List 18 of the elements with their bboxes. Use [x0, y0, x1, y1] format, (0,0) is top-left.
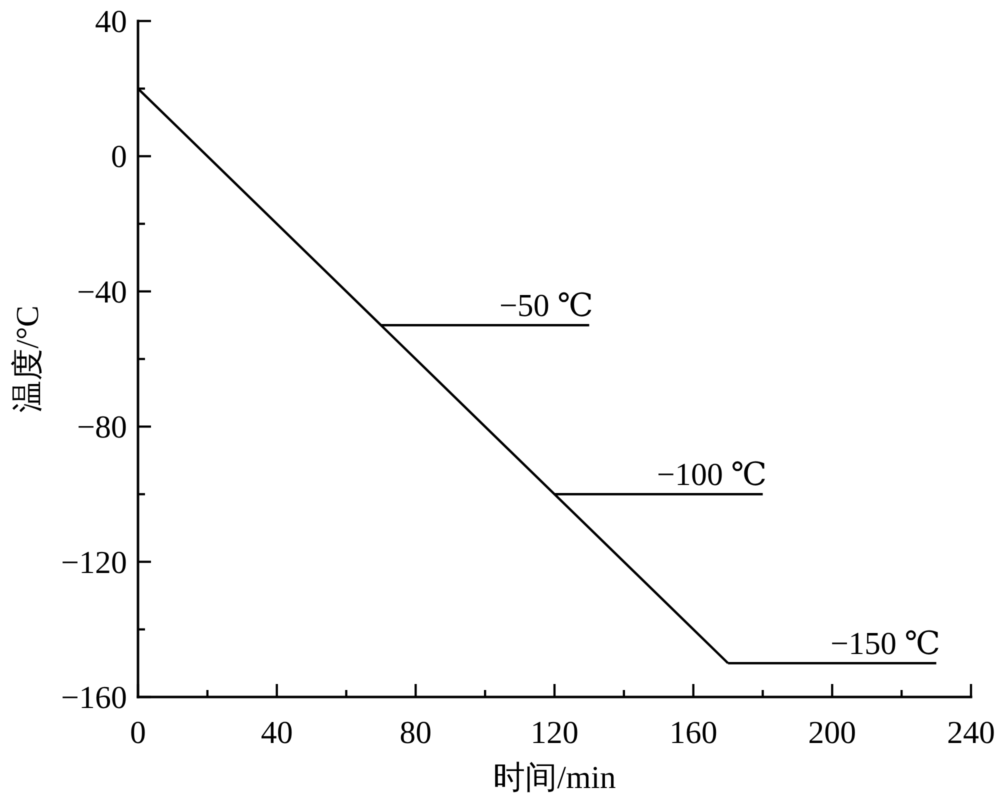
x-tick-label: 80 [400, 714, 432, 750]
y-axis-title: 温度/°C [9, 305, 45, 413]
series-label: −100 ℃ [656, 456, 767, 492]
x-tick-label: 200 [808, 714, 856, 750]
y-tick-label: 40 [95, 3, 127, 39]
x-tick-label: 240 [947, 714, 995, 750]
x-tick-label: 120 [530, 714, 578, 750]
x-tick-label: 0 [130, 714, 146, 750]
x-tick-label: 160 [669, 714, 718, 750]
y-tick-label: 0 [111, 138, 127, 174]
y-tick-label: −80 [76, 408, 127, 445]
y-tick-label: −40 [76, 273, 127, 310]
series-label: −150 ℃ [830, 625, 940, 662]
x-tick-label: 40 [260, 714, 293, 750]
y-tick-label: −160 [60, 679, 127, 715]
x-axis-title: 时间/min [493, 759, 616, 795]
y-tick-label: −120 [60, 544, 127, 580]
series-label: −50 ℃ [499, 287, 594, 324]
